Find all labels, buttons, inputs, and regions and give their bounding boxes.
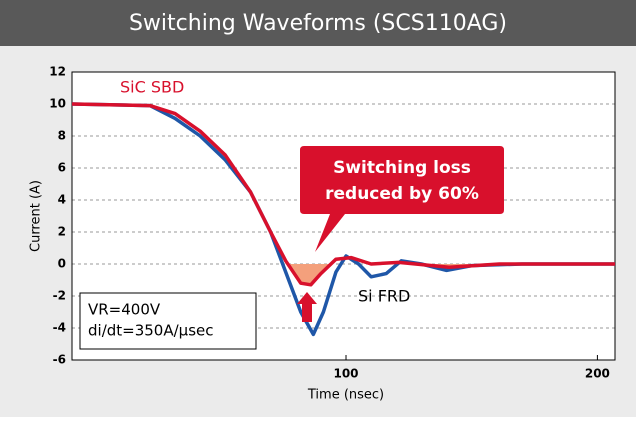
x-axis-label: Time (nsec)	[307, 388, 384, 403]
series-line	[71, 102, 615, 287]
y-tick-label: 2	[58, 225, 66, 239]
conditions-box	[79, 292, 257, 350]
y-tick-label: 12	[49, 65, 66, 79]
plot-border	[71, 71, 616, 361]
condition: VR=400V	[88, 301, 161, 319]
condition: di/dt=350A/μsec	[88, 322, 214, 340]
x-tick-label: 100	[333, 367, 358, 381]
y-tick-label: 4	[58, 193, 66, 207]
y-axis-label: Current (A)	[29, 180, 44, 252]
y-tick-label: 0	[58, 257, 66, 271]
series-label: SiC SBD	[120, 78, 184, 97]
series-label: Si FRD	[358, 287, 410, 306]
y-tick-label: -4	[53, 321, 66, 335]
y-tick-label: 10	[49, 97, 66, 111]
annotation: reduced by 60%	[325, 184, 479, 204]
y-tick-label: 8	[58, 129, 66, 143]
y-tick-label: 6	[58, 161, 66, 175]
callout	[300, 146, 504, 252]
y-tick-label: -6	[53, 353, 66, 367]
x-tick-label: 200	[585, 367, 610, 381]
title-bar	[0, 0, 636, 46]
chart-title: Switching Waveforms (SCS110AG)	[129, 11, 507, 36]
arrow	[297, 292, 317, 322]
annotation: Switching loss	[333, 158, 471, 178]
y-tick-label: -2	[53, 289, 66, 303]
